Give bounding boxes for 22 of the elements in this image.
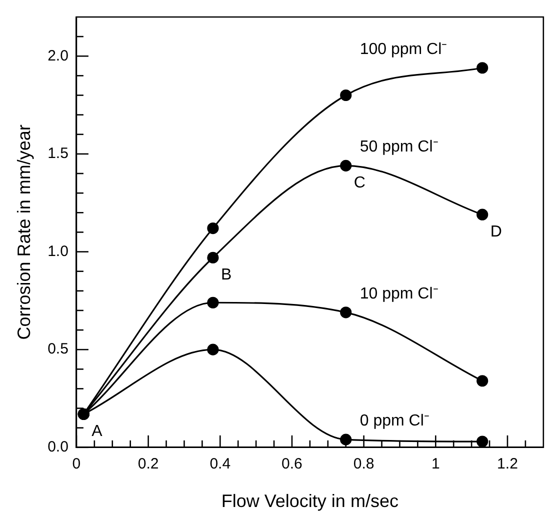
annotation: B [220,266,232,284]
y-tick-label: 0.5 [48,340,68,358]
series-label: 0 ppm Cl⁻ [360,412,429,430]
y-tick-label: 1.0 [48,242,68,260]
x-tick-label: 0.8 [353,456,374,473]
x-tick-label: 0.2 [138,456,159,473]
y-axis-title: Corrosion Rate in mm/year [14,124,34,340]
series-label: 10 ppm Cl⁻ [360,285,438,302]
x-tick-label: 0.4 [210,456,231,473]
series-label: 100 ppm Cl⁻ [360,40,447,58]
y-tick-label: 0.0 [48,438,68,456]
annotation: D [490,224,502,241]
annotation: A [92,423,103,440]
y-tick-label: 2.0 [48,47,68,64]
x-tick-label: 1.2 [497,456,518,473]
series-label: 50 ppm Cl⁻ [360,138,438,156]
annotation: C [354,174,366,192]
x-tick-label: 0.6 [282,456,302,473]
x-tick-label: 0 [72,456,81,473]
x-tick-label: 1 [431,456,440,473]
x-axis-title: Flow Velocity in m/sec [221,491,398,512]
y-tick-label: 1.5 [48,145,68,162]
